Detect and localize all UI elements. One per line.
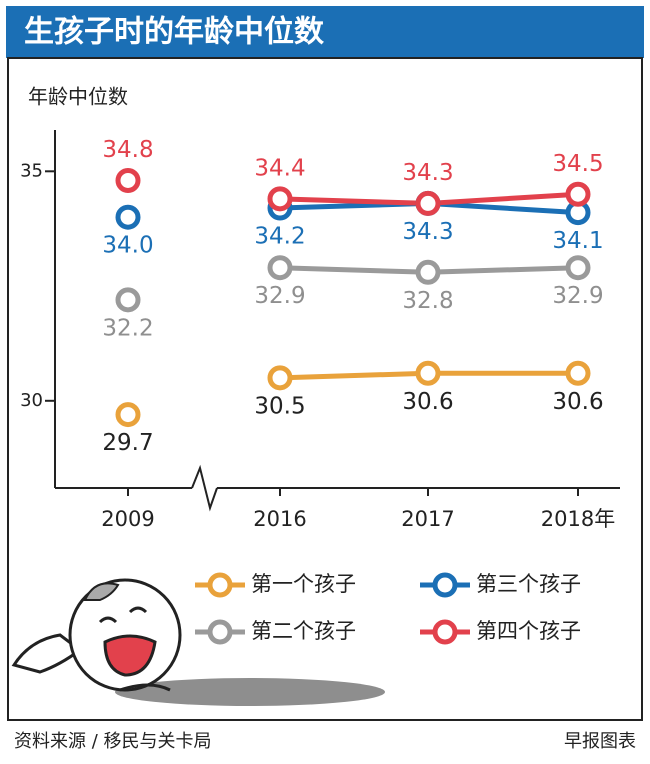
legend-label: 第二个孩子	[251, 619, 356, 643]
point	[115, 204, 141, 230]
source: 资料来源 / 移民与关卡局	[14, 731, 212, 752]
x-tick-label: 2018年	[541, 507, 615, 531]
legend-marker	[207, 572, 233, 598]
data-label: 34.3	[402, 219, 453, 245]
title-bar	[6, 6, 644, 58]
data-label: 34.2	[254, 224, 305, 250]
series-line	[279, 265, 429, 275]
legend-label: 第一个孩子	[251, 572, 356, 596]
frame	[7, 57, 643, 721]
series-line	[427, 200, 579, 216]
data-label: 32.9	[254, 283, 305, 309]
legend-marker	[432, 572, 458, 598]
legend-marker	[432, 619, 458, 645]
point	[267, 365, 293, 391]
x-tick-label: 2017	[401, 507, 454, 531]
data-label: 34.4	[254, 155, 305, 181]
x-tick-label: 2009	[101, 507, 154, 531]
data-label: 34.5	[552, 151, 603, 177]
series-line	[427, 191, 579, 206]
data-label: 29.7	[102, 430, 153, 456]
point	[415, 360, 441, 386]
series-line	[279, 196, 429, 206]
point	[565, 181, 591, 207]
x-tick-label: 2016	[253, 507, 306, 531]
legend-label: 第三个孩子	[476, 572, 581, 596]
y-tick-label: 35	[20, 160, 43, 181]
point	[415, 259, 441, 285]
mascot	[11, 578, 385, 706]
legend-marker	[207, 619, 233, 645]
point	[415, 190, 441, 216]
data-label: 34.0	[102, 233, 153, 259]
point	[565, 360, 591, 386]
chart-title: 生孩子时的年龄中位数	[24, 15, 325, 50]
series-line	[427, 265, 579, 275]
data-label: 30.6	[402, 389, 453, 415]
point	[565, 255, 591, 281]
y-tick-label: 30	[20, 390, 43, 411]
data-label: 32.8	[402, 288, 453, 314]
data-label: 34.1	[552, 228, 603, 254]
point	[115, 402, 141, 428]
data-label: 34.8	[102, 137, 153, 163]
axis-break	[191, 464, 218, 512]
data-label: 30.5	[254, 393, 305, 419]
point	[267, 186, 293, 212]
point	[115, 287, 141, 313]
data-label: 34.3	[402, 160, 453, 186]
y-axis-label: 年龄中位数	[28, 85, 128, 109]
legend-label: 第四个孩子	[476, 619, 581, 643]
credit: 早报图表	[564, 731, 636, 752]
data-label: 32.2	[102, 315, 153, 341]
series-line	[279, 370, 429, 381]
point	[115, 167, 141, 193]
data-label: 32.9	[552, 283, 603, 309]
data-label: 30.6	[552, 389, 603, 415]
point	[267, 255, 293, 281]
